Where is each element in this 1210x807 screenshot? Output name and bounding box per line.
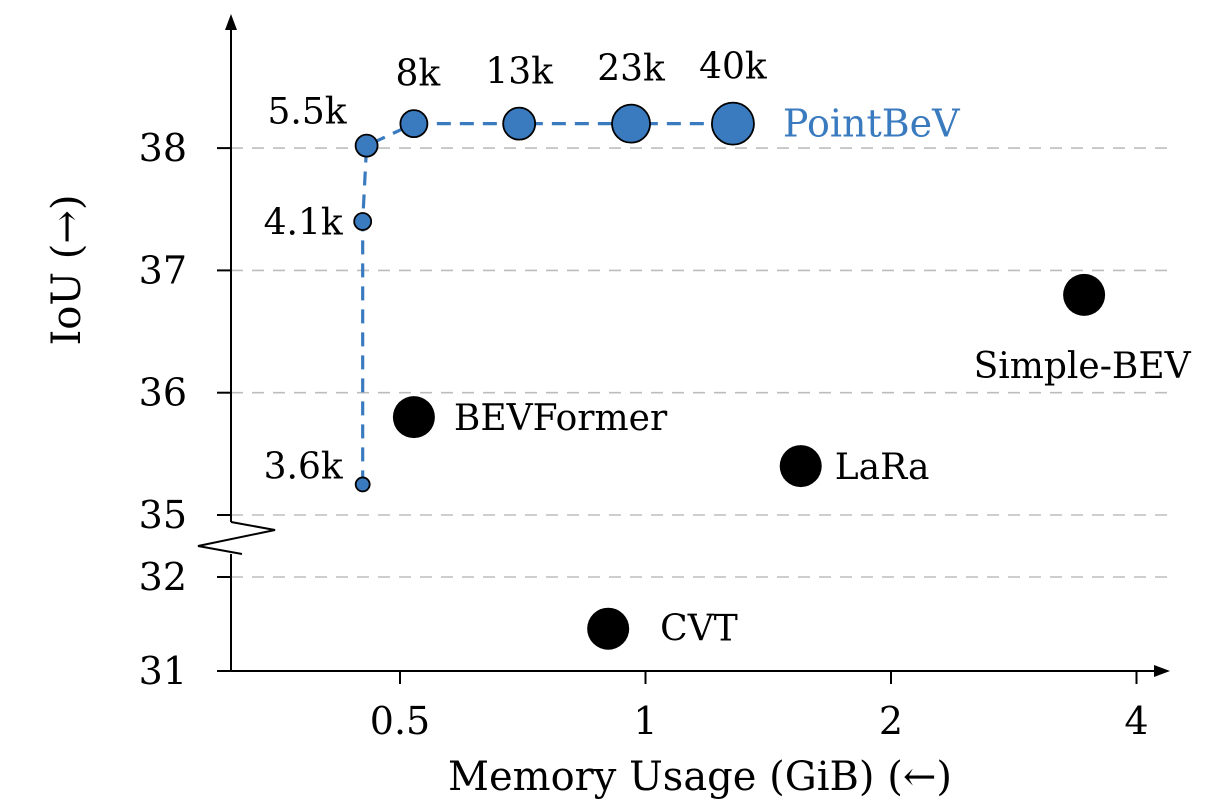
y-axis-title: IoU (→) [44,194,90,345]
x-tick-label-1: 1 [633,699,657,743]
pointbev-point-23k [611,103,651,144]
bevformer-point [392,396,435,439]
y-axis-arrow [225,14,237,30]
pointbev-point-8k [399,109,429,139]
axes [197,14,1170,677]
pointbev-label-13k: 13k [485,52,554,93]
y-tick-label-31: 31 [139,649,187,693]
cvt-point [587,607,630,650]
pointbev-label-8k: 8k [396,54,442,95]
x-tick-label-4: 4 [1124,699,1148,743]
pointbev-label-4.1k: 4.1k [264,202,344,243]
pointbev-label-40k: 40k [699,47,768,88]
pointbev-point-5.5k [354,133,379,158]
lara-point [779,445,822,488]
grid-lines [231,147,1170,578]
y-tick-label-37: 37 [139,248,187,292]
x-axis-title: Memory Usage (GiB) (←) [448,754,952,800]
series [353,101,1106,650]
pointbev-label-23k: 23k [597,49,666,90]
y-axis-break [197,521,276,555]
y-tick-label-38: 38 [139,126,187,170]
pointbev-point-13k [502,106,537,141]
pointbev-point-40k [711,101,755,146]
x-tick-label-2: 2 [879,699,903,743]
point-labels: 3.6k 4.1k 5.5k 8k 13k 23k 40k PointBeV BEVFormer… [264,47,1192,650]
y-tick-label-35: 35 [139,493,187,537]
cvt-label: CVT [660,609,738,650]
x-tick-label-0.5: 0.5 [370,699,430,743]
pointbev-label-5.5k: 5.5k [268,92,348,133]
pointbev-point-3.6k [354,476,371,493]
simple-bev-label: Simple-BEV [974,346,1192,387]
pointbev-series-label: PointBeV [783,102,960,146]
x-axis-arrow [1154,665,1170,677]
tick-marks [217,147,1138,684]
bevformer-label: BEVFormer [454,398,668,439]
y-tick-label-32: 32 [139,555,187,599]
pointbev-label-3.6k: 3.6k [264,446,344,487]
lara-label: LaRa [835,447,930,488]
tick-labels: 31 32 35 36 37 38 0.5 1 2 4 [139,126,1149,743]
pointbev-point-4.1k [353,212,373,231]
simple-bev-point [1063,273,1106,316]
y-tick-label-36: 36 [139,371,187,415]
